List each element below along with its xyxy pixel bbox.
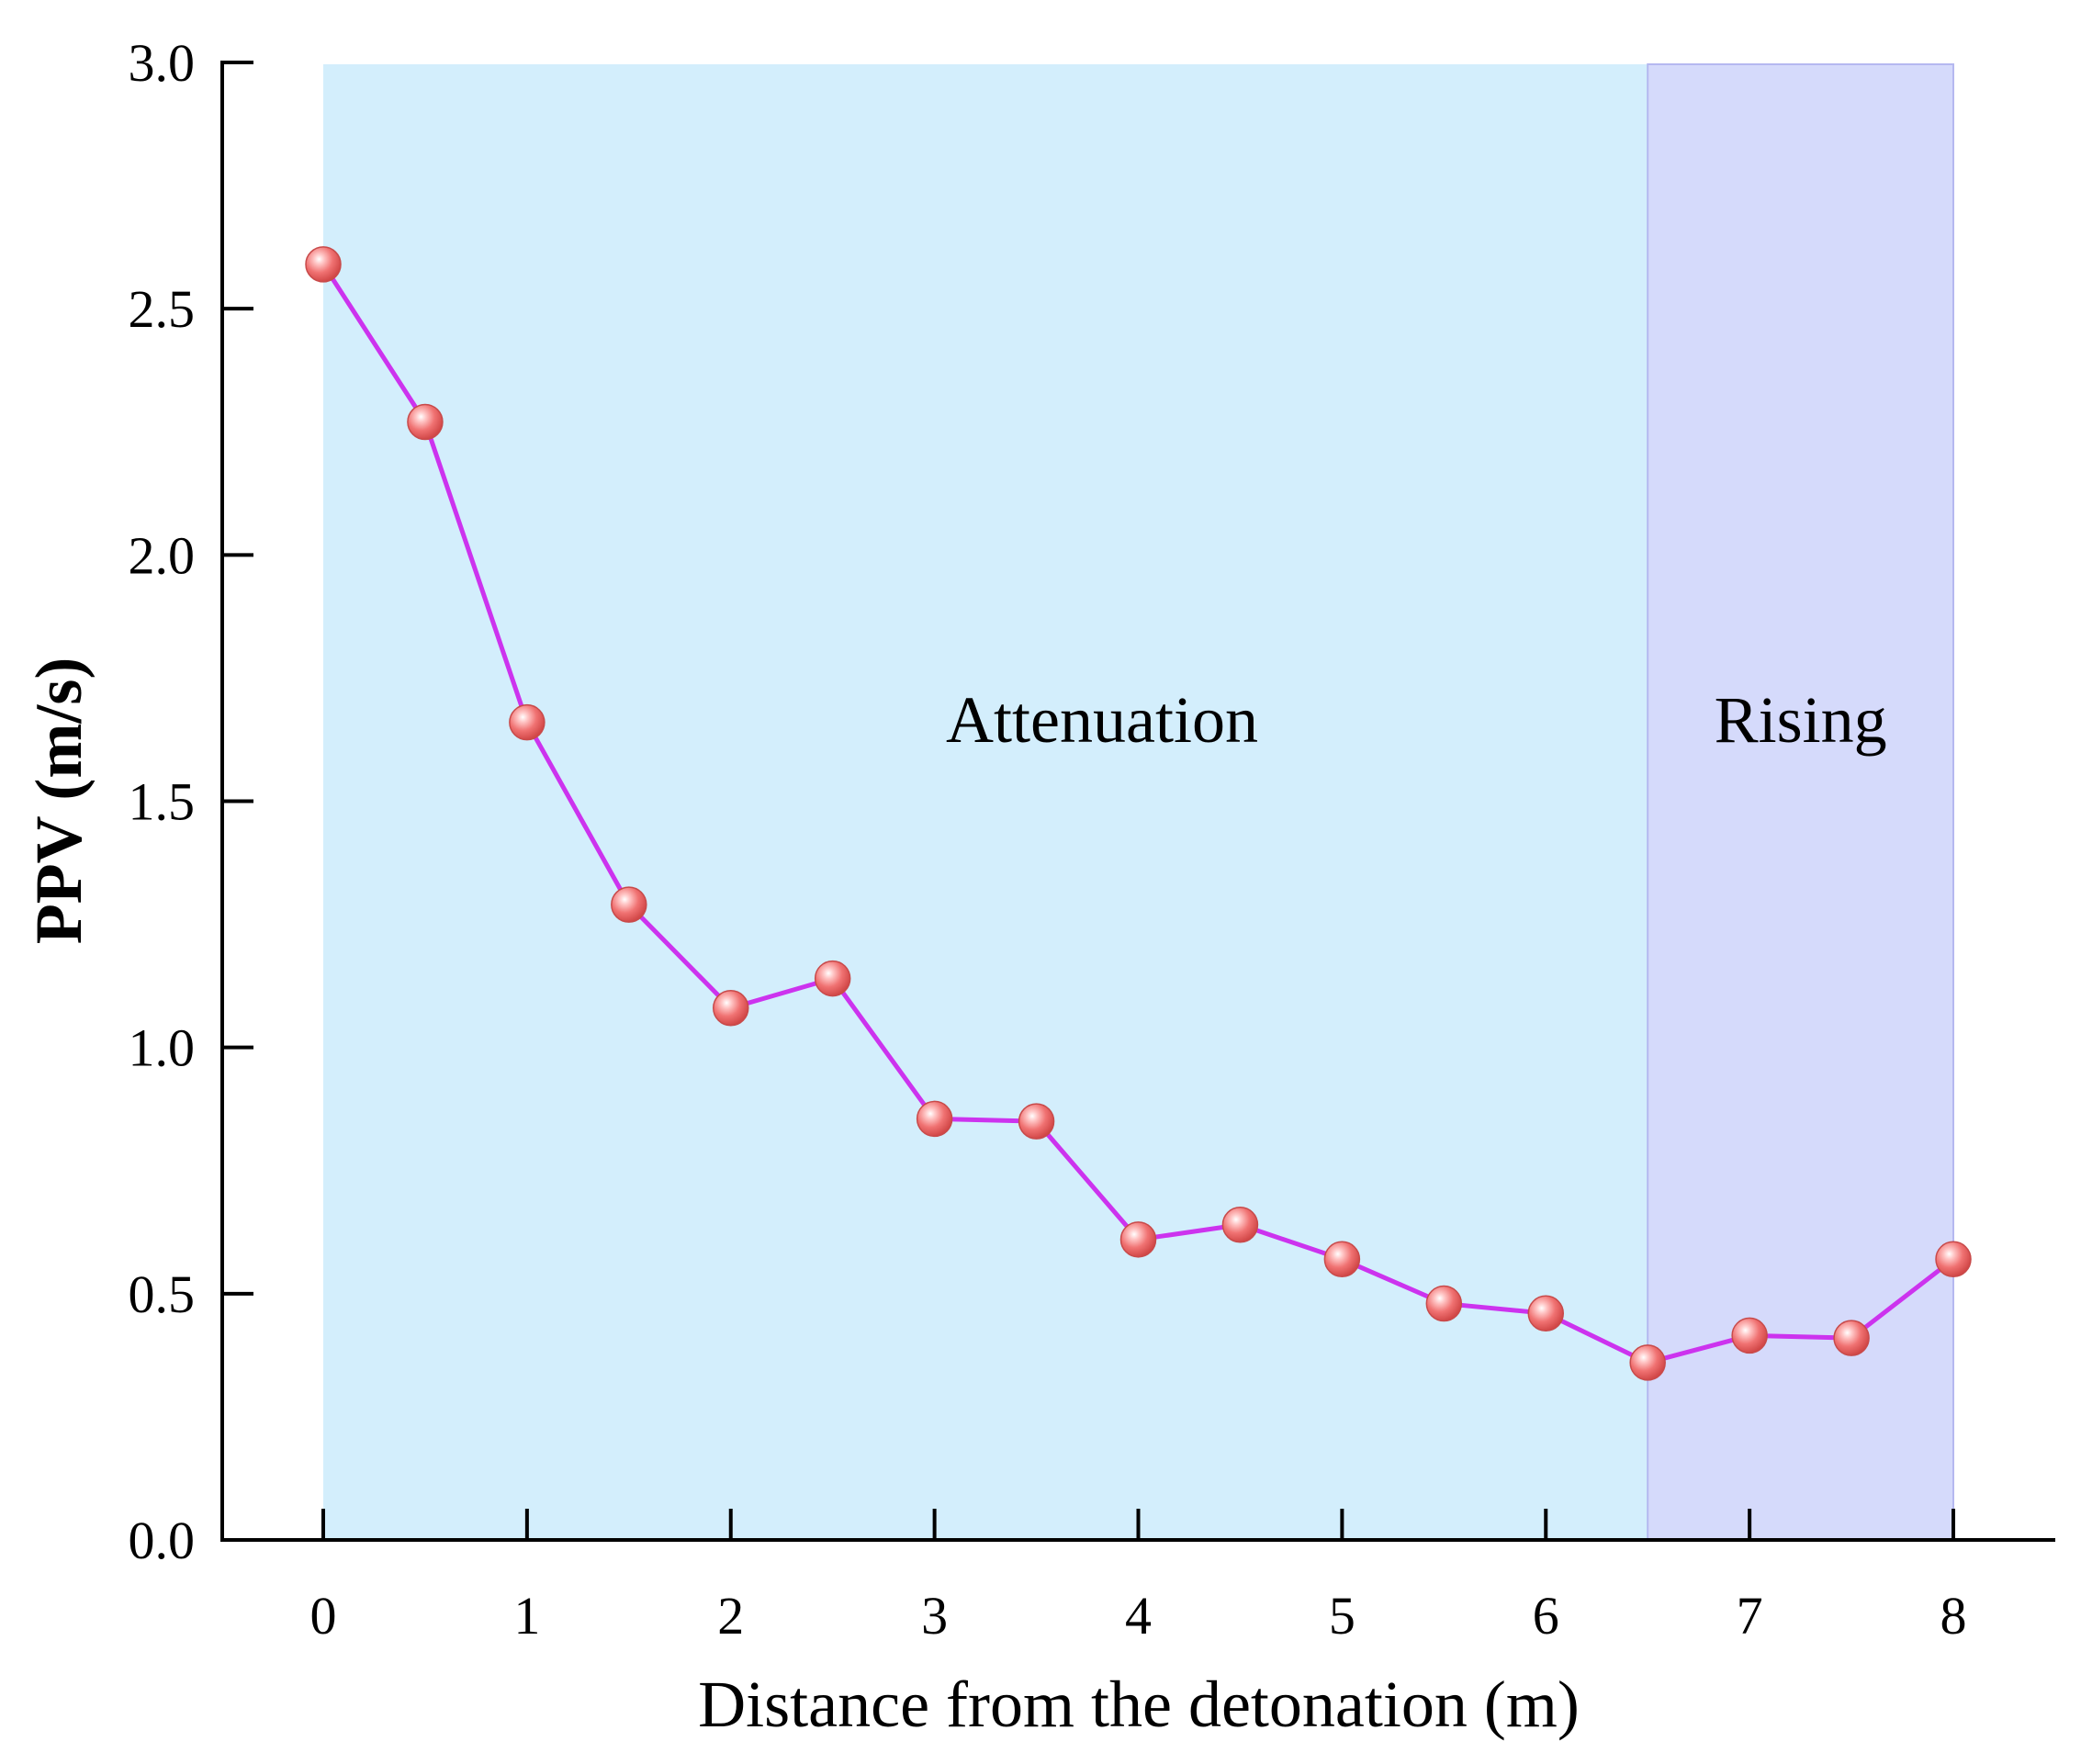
x-tick-label: 7 <box>1737 1586 1763 1646</box>
y-tick-label: 2.0 <box>129 525 196 585</box>
data-point <box>1527 1295 1564 1332</box>
data-point <box>611 886 647 923</box>
y-tick-label: 2.5 <box>129 279 196 339</box>
y-tick-label: 1.5 <box>129 772 196 832</box>
x-tick-label: 4 <box>1125 1586 1152 1646</box>
x-tick-label: 8 <box>1940 1586 1967 1646</box>
data-point <box>1833 1320 1870 1356</box>
data-point <box>1323 1241 1361 1278</box>
data-point <box>713 990 749 1027</box>
region-rising <box>1647 63 1954 1541</box>
x-tick-label: 5 <box>1329 1586 1355 1646</box>
data-point <box>305 246 342 283</box>
regions-layer <box>323 63 1954 1541</box>
data-point <box>1935 1241 1972 1278</box>
data-point <box>1629 1344 1666 1381</box>
data-point <box>1425 1285 1463 1322</box>
y-tick-label: 3.0 <box>129 33 196 93</box>
y-tick-label: 0.0 <box>129 1511 196 1570</box>
x-tick-label: 0 <box>310 1586 337 1646</box>
x-tick-label: 1 <box>513 1586 540 1646</box>
data-point <box>509 703 546 741</box>
region-label-attenuation: Attenuation <box>946 683 1258 757</box>
data-point <box>916 1100 953 1138</box>
series-layer <box>305 246 1972 1381</box>
axes-layer: 0.0 0.5 1.0 1.5 2.0 2.5 3.0 0 1 2 3 4 5 6 7 8 <box>129 33 2055 1646</box>
y-tick-label: 0.5 <box>129 1264 196 1324</box>
data-point <box>407 403 444 441</box>
x-tick-label: 6 <box>1533 1586 1559 1646</box>
labels-layer: Attenuation Rising <box>946 683 1887 757</box>
data-point <box>1119 1221 1157 1258</box>
x-tick-label: 3 <box>921 1586 948 1646</box>
x-tick-label: 2 <box>717 1586 744 1646</box>
x-axis-title: Distance from the detonation (m) <box>698 1668 1580 1741</box>
region-label-rising: Rising <box>1715 683 1887 757</box>
y-axis-title: PPV (m/s) <box>22 657 96 945</box>
data-point <box>814 960 851 997</box>
y-tick-label: 1.0 <box>129 1018 196 1078</box>
data-point <box>1018 1103 1055 1140</box>
data-point <box>1731 1317 1768 1354</box>
data-point <box>1221 1206 1259 1243</box>
